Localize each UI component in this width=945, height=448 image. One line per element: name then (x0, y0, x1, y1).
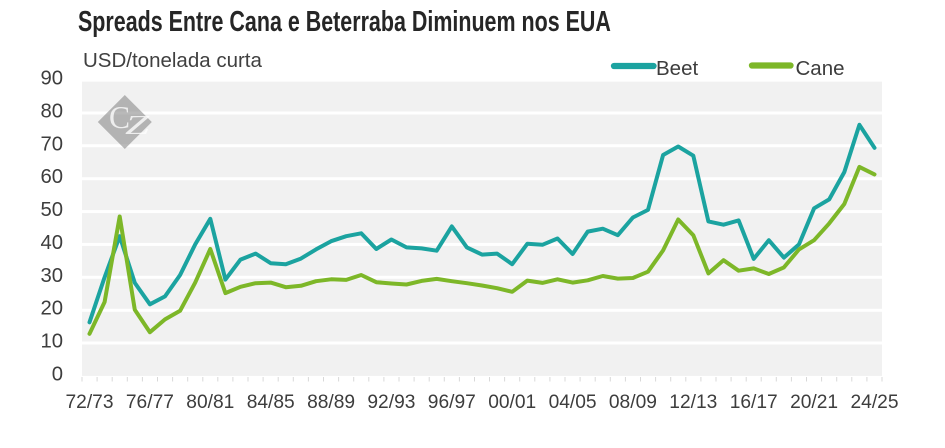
svg-text:Cane: Cane (796, 57, 845, 80)
svg-text:24/25: 24/25 (850, 392, 898, 413)
svg-text:72/73: 72/73 (65, 392, 113, 413)
svg-text:Z: Z (125, 109, 150, 140)
svg-text:88/89: 88/89 (307, 392, 355, 413)
svg-text:USD/tonelada curta: USD/tonelada curta (83, 49, 263, 72)
svg-text:12/13: 12/13 (669, 392, 717, 413)
svg-text:76/77: 76/77 (126, 392, 174, 413)
svg-text:0: 0 (52, 363, 63, 385)
svg-text:92/93: 92/93 (367, 392, 415, 413)
svg-text:90: 90 (40, 68, 63, 90)
svg-text:96/97: 96/97 (428, 392, 476, 413)
svg-text:C: C (109, 100, 130, 135)
svg-text:Beet: Beet (656, 57, 698, 80)
svg-text:Spreads Entre Cana e Beterraba: Spreads Entre Cana e Beterraba Diminuem … (78, 6, 611, 38)
svg-text:30: 30 (40, 265, 63, 287)
svg-text:20/21: 20/21 (790, 392, 838, 413)
svg-text:20: 20 (40, 298, 63, 320)
svg-text:00/01: 00/01 (488, 392, 536, 413)
svg-text:50: 50 (40, 199, 63, 221)
svg-text:16/17: 16/17 (730, 392, 778, 413)
svg-text:84/85: 84/85 (247, 392, 295, 413)
svg-text:80: 80 (40, 101, 63, 123)
svg-text:08/09: 08/09 (609, 392, 657, 413)
svg-text:04/05: 04/05 (549, 392, 597, 413)
svg-text:40: 40 (40, 232, 63, 254)
svg-text:70: 70 (40, 133, 63, 155)
svg-text:80/81: 80/81 (186, 392, 234, 413)
svg-text:60: 60 (40, 166, 63, 188)
svg-text:10: 10 (40, 331, 63, 353)
